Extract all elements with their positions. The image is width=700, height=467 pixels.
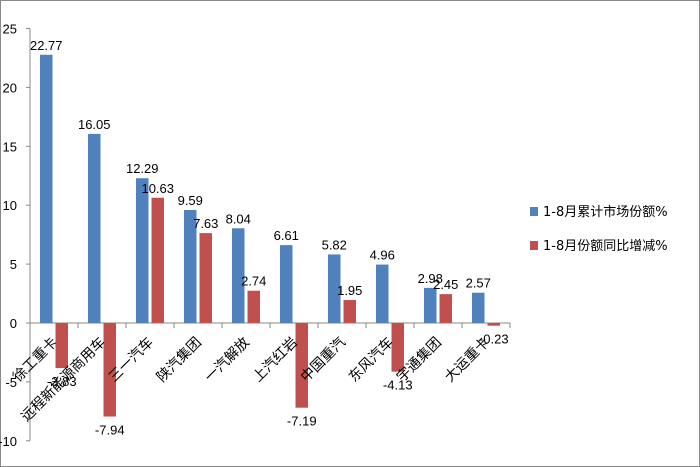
y-tick-label: 20 (3, 80, 17, 95)
data-label: 16.05 (78, 117, 111, 132)
legend-entry: 1-8月份额同比增减% (543, 239, 668, 254)
bar-series-1 (376, 264, 389, 323)
data-label: 7.63 (193, 216, 218, 231)
data-label: 10.63 (141, 181, 174, 196)
data-label: 8.04 (226, 211, 251, 226)
bar-series-2 (487, 323, 500, 326)
bar-series-1 (328, 254, 341, 323)
bar-series-2 (55, 323, 68, 369)
legend-entry: 1-8月累计市场份额% (543, 204, 668, 220)
data-label: 22.77 (30, 38, 63, 53)
data-label: 9.59 (178, 193, 203, 208)
data-label: 2.57 (466, 276, 491, 291)
data-label: 2.74 (241, 274, 266, 289)
bar-series-1 (424, 287, 437, 323)
legend-swatch (530, 241, 538, 250)
bar-series-2 (295, 323, 308, 408)
bar-series-2 (391, 323, 404, 372)
data-label: 12.29 (126, 161, 159, 176)
legend-swatch (530, 207, 538, 216)
bar-series-2 (247, 290, 260, 323)
bar-series-2 (103, 323, 116, 417)
bar-series-1 (232, 228, 245, 323)
bar-series-2 (343, 300, 356, 323)
y-tick-label: 5 (10, 257, 17, 272)
y-tick-label: -5 (5, 375, 17, 390)
category-label: 一汽解放 (202, 335, 253, 386)
data-label: 6.61 (274, 228, 299, 243)
data-label: 4.96 (370, 248, 395, 263)
bar-series-1 (280, 245, 293, 323)
bar-series-2 (439, 294, 452, 323)
bar-series-1 (184, 210, 197, 323)
y-tick-label: 10 (3, 198, 17, 213)
bar-series-1 (88, 133, 101, 323)
data-label: 1.95 (337, 283, 362, 298)
y-tick-label: 0 (10, 316, 17, 331)
data-label: 5.82 (322, 237, 347, 252)
category-label: 大运重卡 (442, 335, 493, 386)
data-label: -0.23 (479, 332, 509, 347)
data-label: -7.94 (95, 423, 125, 438)
data-label: -7.19 (287, 414, 317, 429)
data-label: 2.98 (418, 271, 443, 286)
bar-series-1 (40, 54, 53, 323)
bar-series-1 (472, 292, 485, 323)
y-tick-label: 15 (3, 139, 17, 154)
category-label: 陕汽集团 (153, 334, 205, 386)
bar-series-2 (151, 197, 164, 323)
y-tick-label: -10 (0, 434, 17, 449)
y-tick-label: 25 (3, 22, 17, 37)
bar-series-1 (136, 178, 149, 323)
bar-series-2 (199, 233, 212, 323)
data-label: -4.13 (383, 378, 413, 393)
data-label: -3.83 (47, 374, 77, 389)
data-label: 2.45 (433, 277, 458, 292)
category-label: 上汽红岩 (250, 335, 301, 386)
